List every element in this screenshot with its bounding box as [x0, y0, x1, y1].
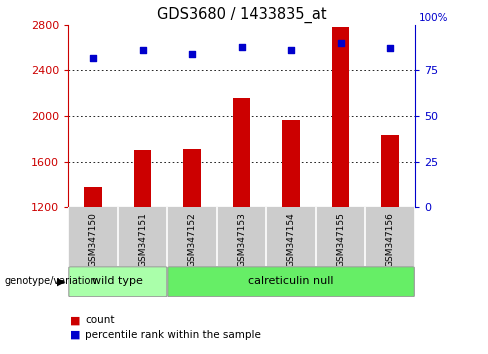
Point [238, 44, 245, 50]
Bar [332, 27, 349, 207]
Bar [84, 187, 102, 207]
Text: GSM347156: GSM347156 [386, 212, 395, 267]
FancyBboxPatch shape [168, 267, 414, 297]
Text: 100%: 100% [419, 13, 448, 23]
Point [386, 46, 394, 51]
FancyBboxPatch shape [69, 267, 167, 297]
Bar [283, 120, 300, 207]
Text: GSM347154: GSM347154 [286, 212, 296, 267]
Point [337, 40, 345, 46]
Text: wild type: wild type [92, 276, 143, 286]
Text: genotype/variation: genotype/variation [5, 276, 98, 286]
Point [89, 55, 97, 61]
Text: GSM347150: GSM347150 [88, 212, 98, 267]
Text: percentile rank within the sample: percentile rank within the sample [85, 330, 261, 339]
Text: GSM347153: GSM347153 [237, 212, 246, 267]
Text: count: count [85, 315, 115, 325]
Text: ▶: ▶ [57, 276, 65, 286]
Text: GSM347151: GSM347151 [138, 212, 147, 267]
Point [139, 47, 146, 53]
Text: GSM347152: GSM347152 [187, 212, 197, 267]
Text: ■: ■ [70, 330, 81, 339]
Text: calreticulin null: calreticulin null [248, 276, 334, 286]
Title: GDS3680 / 1433835_at: GDS3680 / 1433835_at [157, 7, 326, 23]
Text: GSM347155: GSM347155 [336, 212, 345, 267]
Bar [183, 149, 201, 207]
Text: ■: ■ [70, 315, 81, 325]
Bar [134, 150, 151, 207]
Bar [233, 98, 250, 207]
Bar [382, 135, 399, 207]
Point [188, 51, 196, 57]
Point [287, 47, 295, 53]
